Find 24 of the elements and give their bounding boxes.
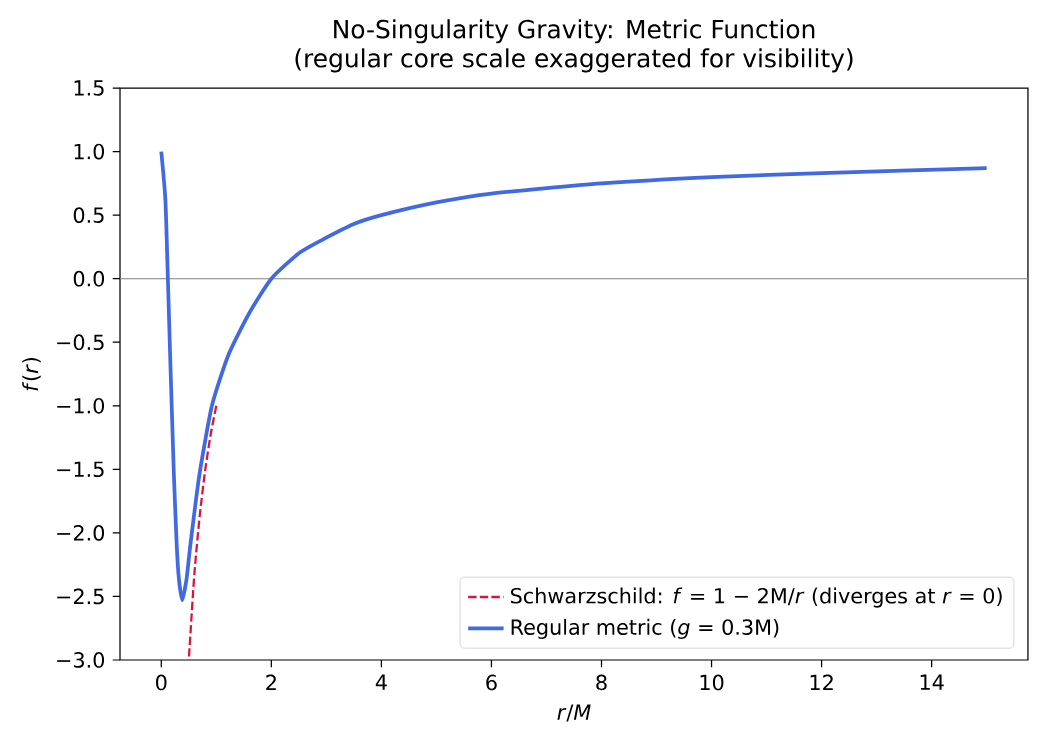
x-tick-label: 12 [810,674,833,690]
chart-subtitle: (regular core scale exaggerated for visibility) [295,48,853,73]
y-tick-label: 1.0 [74,143,105,160]
y-tick-label: 1.5 [74,80,104,96]
y-tick-label: −2.0 [57,525,105,541]
legend-label: Schwarzschild: f = 1 − 2M/r (diverges at r = 0) [511,587,1002,608]
x-tick-label: 0 [156,674,167,691]
x-tick-label: 8 [596,674,607,691]
y-tick-label: −1.5 [57,461,104,478]
legend-label: Regular metric (g = 0.3M) [511,618,779,639]
x-tick-label: 14 [920,674,944,690]
y-tick-label: −1.0 [57,397,105,414]
x-tick-label: 2 [266,674,276,690]
x-tick-label: 4 [375,674,387,690]
y-axis-title: f(r) [22,357,41,391]
y-tick-label: −2.5 [57,588,104,605]
x-axis-title: r/M [557,704,591,722]
y-tick-label: −0.5 [57,334,104,351]
x-tick-label: 10 [700,674,724,691]
y-tick-label: 0.0 [73,270,105,287]
y-tick-label: 0.5 [73,207,104,223]
x-tick-label: 6 [486,674,497,691]
y-tick-label: −3.0 [57,652,105,668]
chart-title: No-Singularity Gravity: Metric Function [334,19,815,44]
